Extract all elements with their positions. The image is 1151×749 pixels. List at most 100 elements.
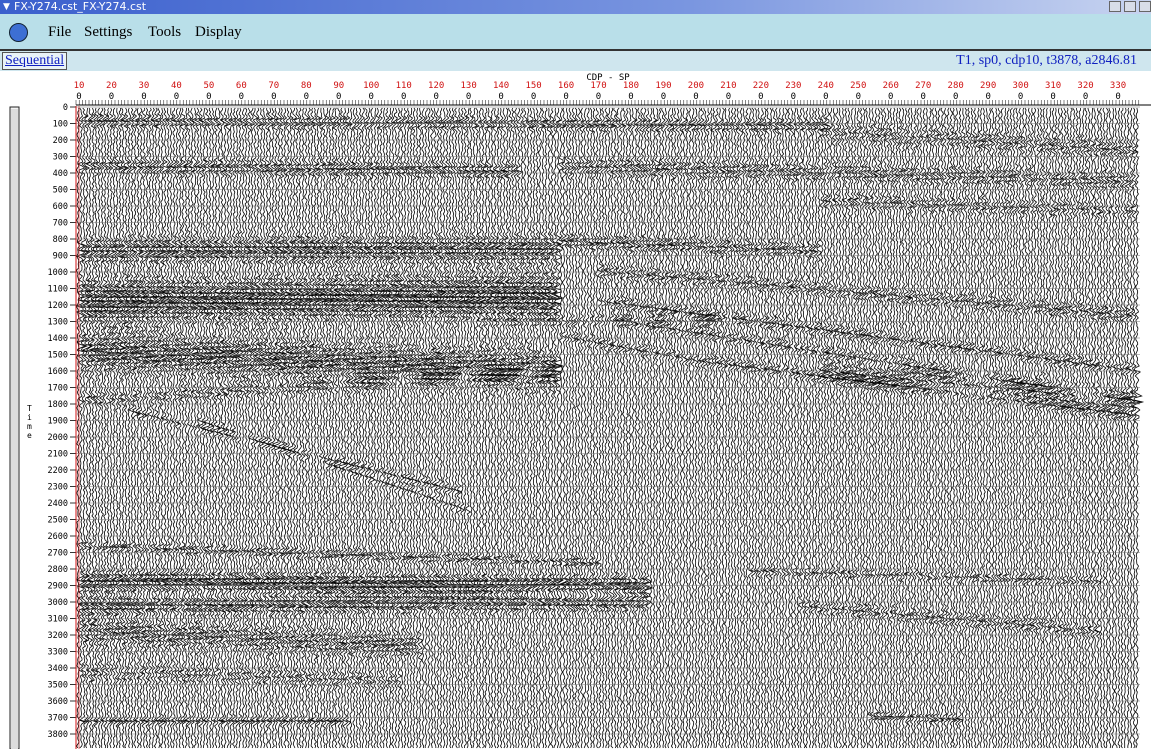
y-tick-label: 400 [53,169,68,179]
x-tick-label: 170 [590,81,606,91]
x-tick-label: 20 [106,81,117,91]
mode-button[interactable]: Sequential [2,52,67,70]
status-text: T1, sp0, cdp10, t3878, a2846.81 [956,53,1137,69]
y-tick-label: 1300 [48,318,68,328]
y-tick-label: 300 [53,153,68,163]
y-tick-label: 1800 [48,400,68,410]
x-tick-label: 140 [493,81,509,91]
x-tick-label: 110 [396,81,412,91]
x-tick-sublabel: 0 [206,92,211,102]
x-tick-label: 230 [785,81,801,91]
x-tick-sublabel: 0 [401,92,406,102]
x-tick-label: 130 [461,81,477,91]
y-tick-label: 3100 [48,615,68,625]
app-icon[interactable] [9,23,28,42]
x-tick-label: 90 [333,81,344,91]
seismic-display: CDP - SP10020030040050060070080090010001… [0,71,1151,749]
x-tick-label: 200 [688,81,704,91]
menu-item[interactable]: Display [195,24,242,41]
x-tick-sublabel: 0 [791,92,796,102]
y-axis-letter: m [27,422,32,431]
y-tick-label: 2700 [48,549,68,559]
y-axis-letter: i [27,413,32,422]
menu-bar: File Settings Tools Display [0,14,1151,51]
x-tick-sublabel: 0 [531,92,536,102]
x-tick-label: 270 [915,81,931,91]
y-tick-label: 900 [53,252,68,262]
x-tick-label: 60 [236,81,247,91]
window-menu[interactable]: ▼ [3,0,10,14]
x-tick-label: 310 [1045,81,1061,91]
x-tick-label: 250 [850,81,866,91]
maximize-button[interactable] [1124,1,1136,12]
y-tick-label: 2000 [48,433,68,443]
x-tick-sublabel: 0 [239,92,244,102]
y-tick-label: 0 [63,103,68,113]
y-tick-label: 800 [53,235,68,245]
x-tick-label: 30 [139,81,150,91]
x-tick-sublabel: 0 [596,92,601,102]
x-tick-label: 210 [720,81,736,91]
menu-item[interactable]: Tools [148,24,181,41]
y-tick-label: 3200 [48,631,68,641]
menu-item[interactable]: Settings [84,24,132,41]
x-tick-label: 120 [428,81,444,91]
x-tick-sublabel: 0 [271,92,276,102]
x-tick-label: 160 [558,81,574,91]
app-window: ▼ FX-Y274.cst_FX-Y274.cst File Settings … [0,0,1151,749]
x-tick-sublabel: 0 [304,92,309,102]
y-tick-label: 2600 [48,532,68,542]
x-tick-label: 190 [655,81,671,91]
tool-bar: Sequential T1, sp0, cdp10, t3878, a2846.… [0,51,1151,71]
y-tick-label: 1100 [48,285,68,295]
x-tick-sublabel: 0 [369,92,374,102]
x-tick-label: 180 [623,81,639,91]
x-tick-label: 290 [980,81,996,91]
x-tick-sublabel: 0 [563,92,568,102]
x-tick-sublabel: 0 [433,92,438,102]
y-tick-label: 3700 [48,714,68,724]
x-tick-label: 150 [525,81,541,91]
y-tick-label: 3800 [48,730,68,740]
y-axis-letter: T [27,404,32,413]
y-tick-label: 600 [53,202,68,212]
y-tick-label: 100 [53,120,68,130]
x-tick-sublabel: 0 [498,92,503,102]
x-tick-label: 220 [753,81,769,91]
y-tick-label: 200 [53,136,68,146]
y-tick-label: 3500 [48,681,68,691]
x-tick-label: 80 [301,81,312,91]
y-tick-label: 1900 [48,417,68,427]
y-tick-label: 3600 [48,697,68,707]
x-tick-label: 240 [818,81,834,91]
x-tick-label: 50 [203,81,214,91]
y-tick-label: 3000 [48,598,68,608]
x-tick-label: 330 [1110,81,1126,91]
y-tick-label: 1600 [48,367,68,377]
y-tick-label: 2100 [48,450,68,460]
x-tick-sublabel: 0 [888,92,893,102]
x-tick-sublabel: 0 [141,92,146,102]
x-tick-sublabel: 0 [661,92,666,102]
y-tick-label: 2300 [48,483,68,493]
y-tick-label: 2800 [48,565,68,575]
x-tick-label: 40 [171,81,182,91]
x-tick-label: 260 [883,81,899,91]
scroll-thumb[interactable] [11,109,18,749]
x-tick-label: 70 [268,81,279,91]
menu-item[interactable]: File [48,24,71,41]
minimize-button[interactable] [1109,1,1121,12]
x-tick-sublabel: 0 [758,92,763,102]
x-tick-label: 10 [74,81,85,91]
y-tick-label: 1400 [48,334,68,344]
x-tick-sublabel: 0 [726,92,731,102]
y-tick-label: 1700 [48,384,68,394]
close-button[interactable] [1139,1,1151,12]
x-tick-label: 100 [363,81,379,91]
y-tick-label: 1000 [48,268,68,278]
y-tick-label: 2500 [48,516,68,526]
y-tick-label: 1200 [48,301,68,311]
x-tick-label: 280 [948,81,964,91]
y-tick-label: 2400 [48,499,68,509]
x-tick-sublabel: 0 [693,92,698,102]
